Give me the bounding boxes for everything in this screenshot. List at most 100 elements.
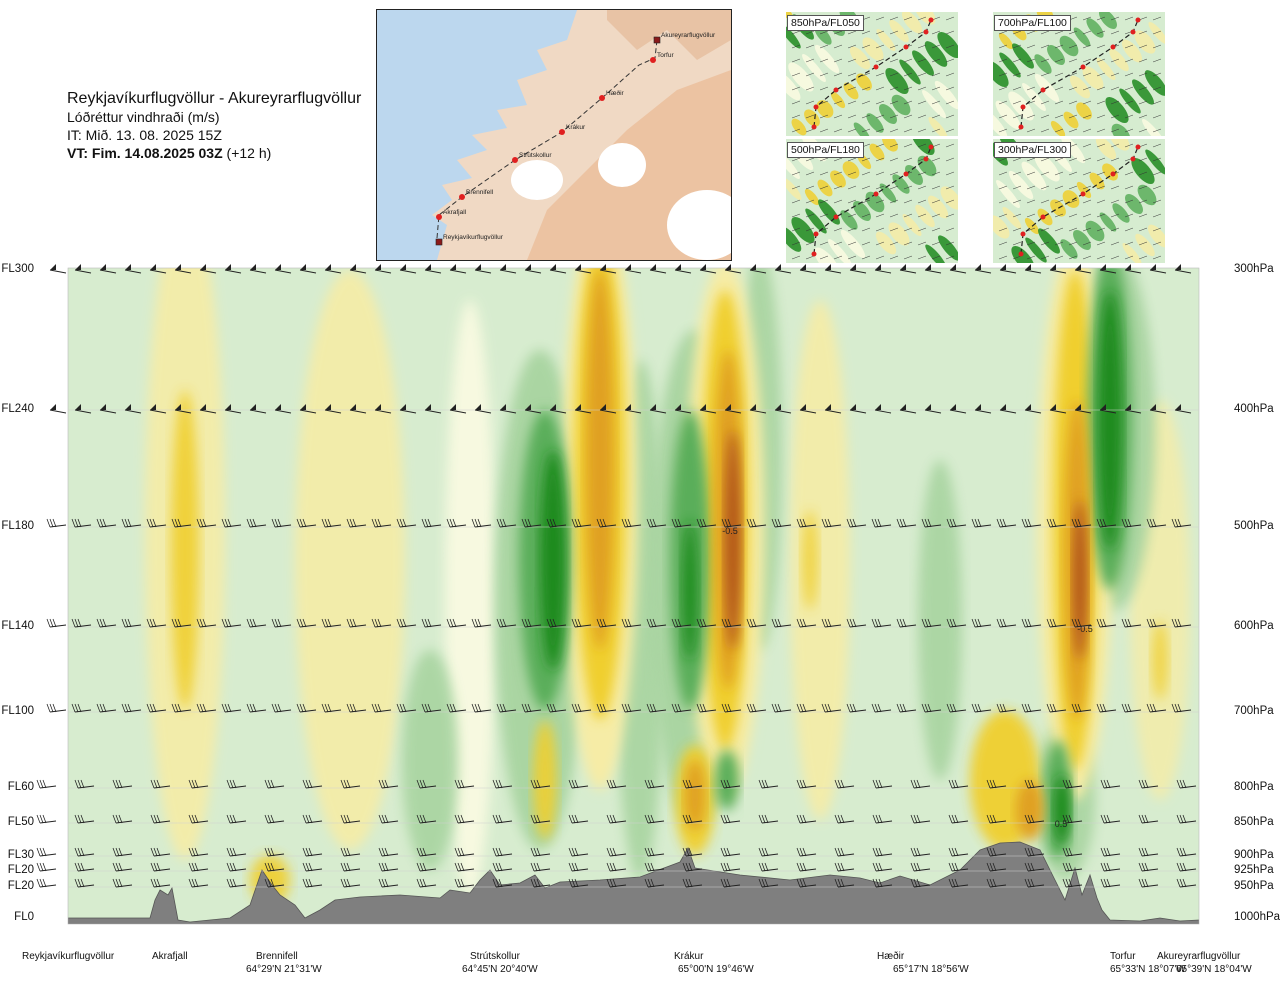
inset-barb: [805, 241, 815, 246]
inset-barb: [917, 44, 927, 49]
inset-barb: [791, 72, 801, 77]
route-point: Hæðir: [599, 89, 625, 101]
inset-barb: [1082, 100, 1092, 105]
wind-barb: [521, 703, 542, 713]
hpa-label: 900hPa: [1234, 849, 1274, 861]
inset-contour: [928, 116, 948, 136]
inset-barb: [1124, 86, 1134, 91]
inset-barb: [833, 114, 843, 119]
wind-barb: [71, 703, 92, 713]
inset-barb: [1096, 199, 1106, 204]
inset-barb: [791, 185, 801, 190]
velocity-contour: [1054, 775, 1070, 845]
velocity-contour: [1073, 500, 1087, 660]
inset-contour: [1034, 54, 1052, 74]
inset-contour: [1147, 224, 1165, 248]
inset-barb: [1026, 58, 1036, 63]
wind-barb: [1062, 847, 1083, 857]
inset-barb: [1082, 114, 1092, 119]
inset-route-point: [903, 171, 909, 177]
inset-barb: [819, 241, 829, 246]
inset-barb: [1012, 171, 1022, 176]
wind-barb: [521, 618, 542, 628]
wind-barb: [834, 878, 855, 888]
inset-contour: [786, 23, 801, 49]
inset-barb: [1124, 58, 1134, 63]
inset-route-point: [1080, 64, 1086, 70]
inset-contour: [1060, 139, 1086, 164]
wind-barb: [568, 878, 589, 888]
wind-barb: [899, 264, 917, 274]
wind-barb: [986, 878, 1007, 888]
inset-barb: [805, 213, 815, 218]
inset-barb: [1012, 185, 1022, 190]
inset-route-point: [1018, 251, 1024, 257]
inset-barb: [1054, 241, 1064, 246]
wind-barb: [96, 703, 117, 713]
waypoint-name: Brennifell: [256, 951, 298, 962]
wind-barb: [1176, 862, 1197, 872]
wind-barb: [546, 518, 567, 528]
wind-barb: [549, 404, 567, 414]
wind-barb: [549, 264, 567, 274]
wind-barb: [124, 404, 142, 414]
wind-barb: [644, 862, 665, 872]
inset-barb: [1026, 157, 1036, 162]
inset-contour: [1069, 75, 1091, 99]
inset-barb: [931, 86, 941, 91]
wind-barb: [149, 404, 167, 414]
inset-barb: [945, 171, 955, 176]
wind-barb: [199, 264, 217, 274]
wind-barb: [746, 703, 767, 713]
inset-contour: [828, 238, 852, 263]
inset-barb: [1068, 185, 1078, 190]
waypoint-name: Reykjavíkurflugvöllur: [22, 951, 115, 962]
inset-barb: [917, 143, 927, 148]
wind-barb: [71, 518, 92, 528]
inset-route-point: [928, 144, 934, 150]
inset-barb: [1096, 255, 1106, 260]
inset-contour: [1076, 181, 1092, 199]
wind-barb: [299, 264, 317, 274]
inset-barb: [805, 114, 815, 119]
inset-barb: [833, 128, 843, 133]
wind-barb: [758, 814, 779, 824]
inset-barb: [861, 44, 871, 49]
wind-barb: [1138, 814, 1159, 824]
wind-barb: [872, 847, 893, 857]
inset-barb: [833, 255, 843, 260]
wind-barb: [924, 404, 942, 414]
waypoint-coord: 65°00'N 19°46'W: [678, 964, 754, 975]
inset-barb: [1082, 128, 1092, 133]
inset-contour: [1011, 245, 1035, 263]
wind-barb: [246, 618, 267, 628]
inset-contour: [1099, 12, 1117, 29]
inset-barb: [889, 157, 899, 162]
wind-barb: [949, 264, 967, 274]
wind-barb: [872, 814, 893, 824]
wind-barb: [492, 878, 513, 888]
inset-barb: [1026, 30, 1036, 35]
wind-barb: [378, 814, 399, 824]
inset-barb: [1152, 157, 1162, 162]
plot-frame: [67, 267, 1200, 925]
inset-barb: [1110, 30, 1120, 35]
inset-barb: [998, 72, 1008, 77]
wind-barb: [921, 518, 942, 528]
inset-barb: [931, 171, 941, 176]
inset-barb: [847, 72, 857, 77]
wind-barb: [224, 404, 242, 414]
inset-barb: [903, 213, 913, 218]
wind-barb: [571, 703, 592, 713]
inset-barb: [1012, 58, 1022, 63]
inset-contour: [1008, 170, 1034, 200]
inset-700: 700hPa/FL100: [993, 12, 1165, 136]
wind-barb: [302, 862, 323, 872]
inset-barb: [903, 30, 913, 35]
wind-barb: [188, 847, 209, 857]
wind-barb: [599, 264, 617, 274]
inset-contour: [1109, 48, 1129, 72]
inset-barb: [903, 72, 913, 77]
wind-barb: [596, 618, 617, 628]
inset-contour: [1095, 139, 1117, 160]
